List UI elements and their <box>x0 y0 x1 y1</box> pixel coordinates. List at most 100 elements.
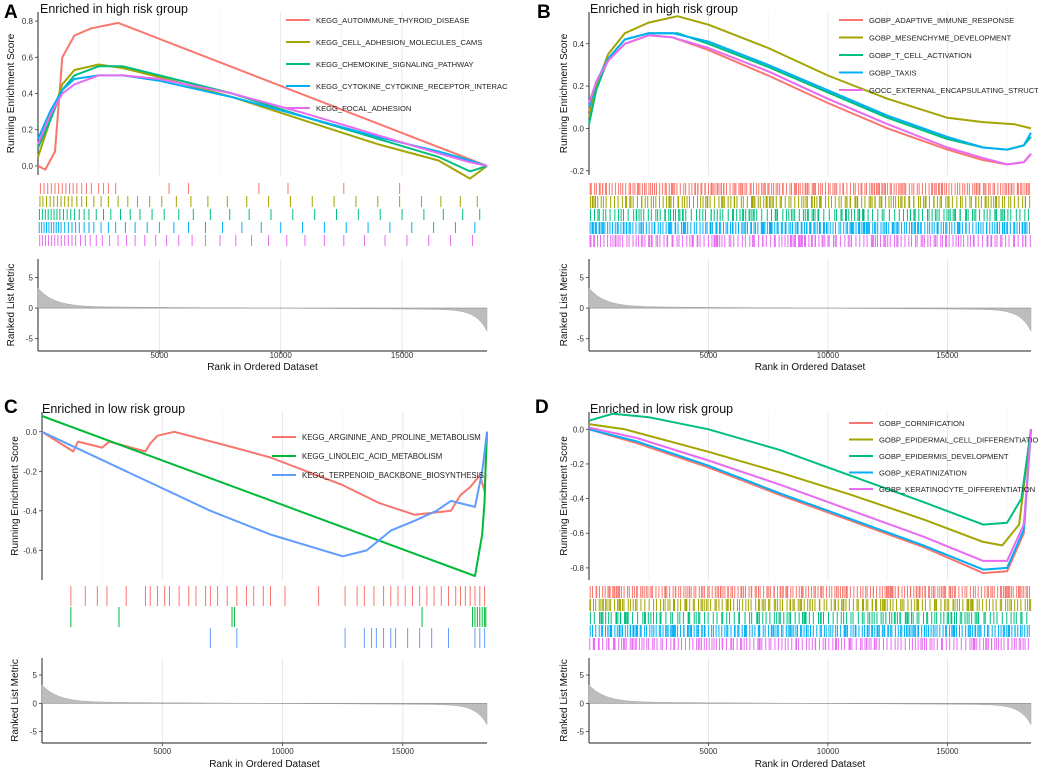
legend-label: GOBP_TAXIS <box>869 69 917 78</box>
y-tick-label: 0.0 <box>22 162 34 171</box>
y-axis-label: Running Enrichment Score <box>10 436 21 556</box>
metric-y-tick-label: -5 <box>577 335 585 344</box>
x-axis-label: Rank in Ordered Dataset <box>209 759 320 770</box>
legend-label: GOCC_EXTERNAL_ENCAPSULATING_STRUCTURE <box>869 86 1038 95</box>
x-tick-label: 10000 <box>817 747 840 756</box>
metric-y-tick-label: 5 <box>33 671 38 680</box>
panel-b: B Enriched in high risk group -0.2 0.0 0.2… <box>519 0 1038 387</box>
metric-y-tick-label: -5 <box>30 728 38 737</box>
panel-c: C Enriched in low risk group 0.0 -0.2 -0.4… <box>0 387 519 774</box>
metric-y-tick-label: 5 <box>580 671 585 680</box>
y-tick-label: 0.2 <box>573 82 585 91</box>
y-tick-label: -0.6 <box>23 546 37 555</box>
legend-label: GOBP_MESENCHYME_DEVELOPMENT <box>869 34 1012 43</box>
panel-letter: A <box>4 2 18 23</box>
x-tick-label: 15000 <box>936 351 959 360</box>
ranked-metric-area <box>37 287 488 333</box>
panel-d: D Enriched in low risk group 0.0 -0.2 -0.4… <box>519 387 1038 774</box>
panel-title: Enriched in low risk group <box>42 402 186 416</box>
gsea-plot: 0.0 0.2 0.4 0.6 0.8 5 0 -5 5000 10000 15000 Rank in… <box>6 12 508 373</box>
metric-y-tick-label: 0 <box>33 699 38 708</box>
x-tick-label: 15000 <box>391 351 414 360</box>
panel-title: Enriched in high risk group <box>40 2 188 16</box>
y-tick-label: 0.0 <box>573 124 585 133</box>
metric-y-tick-label: 5 <box>29 273 34 282</box>
panel-a: A Enriched in high risk group 0.0 0.2 0.4 0… <box>0 0 519 387</box>
panel-title: Enriched in high risk group <box>590 2 738 16</box>
y-tick-label: 0.4 <box>22 90 34 99</box>
x-tick-label: 10000 <box>817 351 840 360</box>
x-axis-label: Rank in Ordered Dataset <box>207 362 318 373</box>
es-line <box>41 430 488 558</box>
y-tick-label: -0.8 <box>570 564 584 573</box>
panel-letter: C <box>4 397 18 418</box>
legend-label: KEGG_CYTOKINE_CYTOKINE_RECEPTOR_INTERAC <box>316 82 508 91</box>
metric-axis-label: Ranked List Metric <box>10 659 21 742</box>
legend-label: KEGG_FOCAL_ADHESION <box>316 104 411 113</box>
metric-axis-label: Ranked List Metric <box>6 264 17 347</box>
x-tick-label: 10000 <box>271 747 294 756</box>
y-axis-label: Running Enrichment Score <box>559 33 570 153</box>
legend-label: GOBP_KERATINIZATION <box>879 469 967 478</box>
x-tick-label: 5000 <box>150 351 168 360</box>
y-tick-label: 0.2 <box>22 126 34 135</box>
legend-label: GOBP_KERATINOCYTE_DIFFERENTIATION <box>879 485 1035 494</box>
metric-axis-label: Ranked List Metric <box>559 264 570 347</box>
legend-label: KEGG_LINOLEIC_ACID_METABOLISM <box>302 452 442 461</box>
legend-label: KEGG_TERPENOID_BACKBONE_BIOSYNTHESIS <box>302 471 484 480</box>
legend-label: GOBP_ADAPTIVE_IMMUNE_RESPONSE <box>869 16 1014 25</box>
y-tick-label: -0.6 <box>570 529 584 538</box>
metric-y-tick-label: 0 <box>29 304 34 313</box>
gsea-plot: 0.0 -0.2 -0.4 -0.6 -0.8 5 0 -5 5000 10000 15000 Ran… <box>559 412 1038 770</box>
x-axis-label: Rank in Ordered Dataset <box>755 362 866 373</box>
legend-label: GOBP_T_CELL_ACTIVATION <box>869 51 972 60</box>
es-line <box>41 415 488 577</box>
es-line <box>37 63 488 180</box>
gsea-plot: 0.0 -0.2 -0.4 -0.6 5 0 -5 5000 10000 15000 Rank in… <box>10 412 488 770</box>
y-tick-label: 0.0 <box>573 425 585 434</box>
gsea-plot: -0.2 0.0 0.2 0.4 5 0 -5 5000 10000 15000 Rank in O… <box>559 12 1038 373</box>
legend-label: KEGG_AUTOIMMUNE_THYROID_DISEASE <box>316 16 469 25</box>
x-tick-label: 5000 <box>700 351 718 360</box>
metric-axis-label: Ranked List Metric <box>559 659 570 742</box>
x-tick-label: 5000 <box>153 747 171 756</box>
es-line <box>37 74 488 167</box>
metric-y-tick-label: -5 <box>577 728 585 737</box>
ranked-metric-area <box>41 684 488 726</box>
metric-y-tick-label: -5 <box>26 335 34 344</box>
x-tick-label: 15000 <box>936 747 959 756</box>
panel-letter: B <box>537 2 551 23</box>
x-tick-label: 5000 <box>700 747 718 756</box>
es-line <box>41 430 488 516</box>
y-tick-label: 0.8 <box>22 17 34 26</box>
legend-label: GOBP_EPIDERMAL_CELL_DIFFERENTIATION <box>879 436 1038 445</box>
y-tick-label: -0.2 <box>570 167 584 176</box>
legend-label: GOBP_EPIDERMIS_DEVELOPMENT <box>879 452 1009 461</box>
x-tick-label: 10000 <box>270 351 293 360</box>
es-line <box>588 426 1032 562</box>
x-tick-label: 15000 <box>392 747 415 756</box>
y-tick-label: 0.0 <box>26 428 38 437</box>
panel-letter: D <box>535 397 549 418</box>
legend-label: KEGG_ARGININE_AND_PROLINE_METABOLISM <box>302 433 481 442</box>
y-tick-label: 0.6 <box>22 53 34 62</box>
metric-y-tick-label: 0 <box>580 699 585 708</box>
legend-label: KEGG_CELL_ADHESION_MOLECULES_CAMS <box>316 38 482 47</box>
es-line <box>588 32 1032 151</box>
legend-label: GOBP_CORNIFICATION <box>879 419 965 428</box>
y-tick-label: -0.2 <box>570 460 584 469</box>
y-tick-label: -0.4 <box>570 495 584 504</box>
y-axis-label: Running Enrichment Score <box>6 33 17 153</box>
y-tick-label: 0.4 <box>573 40 585 49</box>
es-line <box>588 423 1032 547</box>
es-line <box>588 428 1032 571</box>
es-line <box>588 34 1032 166</box>
es-line <box>37 74 488 167</box>
panel-title: Enriched in low risk group <box>590 402 734 416</box>
ranked-metric-area <box>588 287 1032 333</box>
es-line <box>588 428 1032 575</box>
y-axis-label: Running Enrichment Score <box>559 436 570 556</box>
x-axis-label: Rank in Ordered Dataset <box>755 759 866 770</box>
es-line <box>588 15 1032 130</box>
